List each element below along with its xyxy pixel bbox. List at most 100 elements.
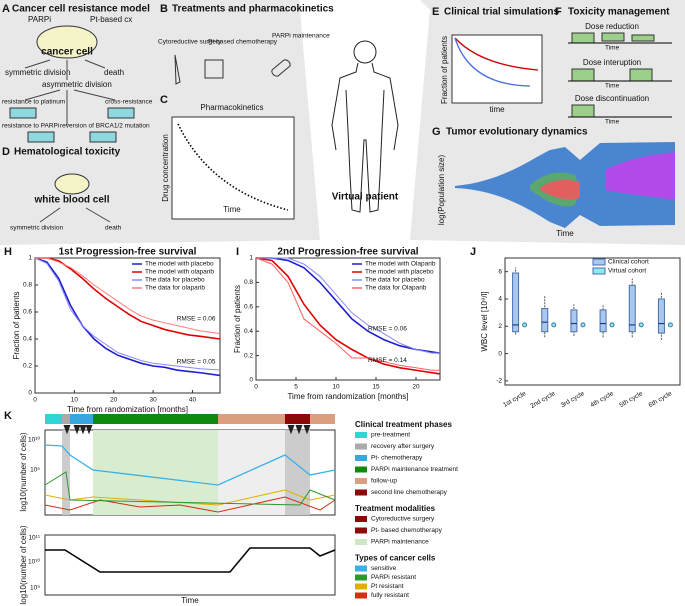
x-tick-label: 5 [294, 384, 298, 391]
x-label: time [489, 105, 505, 114]
annotation: RMSE = 0.14 [368, 357, 407, 364]
legend-item: Pt- chemotherapy [371, 455, 423, 462]
tick-label: 10¹⁰ [28, 558, 40, 566]
legend-swatch [355, 516, 367, 522]
legend-swatch [592, 258, 606, 266]
series-line [35, 257, 221, 335]
title: Hematological toxicity [14, 147, 121, 158]
title: Treatments and pharmacokinetics [172, 4, 334, 15]
wbc-icon [54, 173, 90, 195]
panel-letter: A [2, 3, 10, 15]
virtual-point [638, 322, 644, 328]
box [628, 284, 636, 333]
chart-title: 1st Progression-free survival [59, 247, 197, 258]
x-tick-label: 3rd cycle [560, 390, 586, 409]
human [331, 40, 399, 213]
y-tick-label: 0.6 [23, 309, 32, 316]
legend-label: The data for placebo [145, 277, 205, 284]
pk-plot [171, 116, 295, 220]
label: Time [605, 83, 620, 90]
y-label: log10(number of cells) [19, 525, 28, 604]
tick-label: 10¹⁰ [28, 436, 40, 444]
virtual-point [580, 322, 586, 328]
label: Pt-based chemotherapy [208, 39, 278, 46]
plot-frame [34, 257, 221, 394]
label: Cytoreductive surgery [158, 39, 222, 46]
label: Dose discontinuation [575, 94, 649, 103]
y-tick-label: 0.2 [244, 352, 253, 359]
legend-item: pre-treatment [371, 432, 410, 439]
y-tick-label: 0.8 [244, 279, 253, 286]
label: death [104, 68, 124, 77]
x-tick-label: 10 [71, 397, 79, 404]
label: white blood cell [33, 195, 109, 206]
label: symmetric division [5, 68, 70, 77]
y-label: Fraction of patients [440, 36, 449, 104]
label: death [105, 225, 122, 232]
legend-item: fully resistant [371, 592, 409, 599]
legend-item: Pt resistant [371, 583, 404, 590]
series-line [34, 257, 221, 377]
label: Dose interuption [583, 58, 641, 67]
y-tick-label: 0.4 [23, 336, 32, 343]
x-label: Time [556, 229, 574, 238]
panel-letter: K [4, 410, 12, 422]
dose-blocks [571, 32, 655, 118]
legend-swatch [355, 574, 367, 581]
arrows [39, 207, 111, 223]
title: Toxicity management [568, 7, 670, 18]
series-line [255, 257, 441, 375]
box [657, 298, 665, 334]
g-area [540, 180, 580, 200]
y-tick-label: 0.8 [23, 282, 32, 289]
label: resistance to PARPi [2, 123, 59, 130]
label: PARPi [28, 15, 51, 24]
legend-label: The data for placebo [365, 277, 425, 284]
tick-label: 10¹¹ [28, 535, 40, 542]
legend-item: PARPi resistant [371, 574, 416, 581]
tick-label: 10⁵ [30, 467, 40, 474]
label: resistance to platinum [2, 99, 65, 106]
legend-label: The data for Olaparib [365, 285, 427, 292]
y-label: log10(number of cells) [19, 432, 28, 511]
panel-letter: F [555, 6, 562, 18]
x-tick-label: 10 [332, 384, 340, 391]
virtual-point [522, 322, 528, 328]
y-tick-label: 0 [249, 377, 253, 384]
y-tick-label: 2 [498, 323, 502, 330]
label: asymmetric division [42, 80, 112, 89]
annotation: RMSE = 0.06 [368, 325, 407, 332]
legend-swatch [592, 267, 606, 275]
label: Dose reduction [585, 22, 639, 31]
legend-swatch [355, 592, 367, 599]
box [541, 308, 549, 333]
legend-label: The model with Olaparib [365, 261, 436, 268]
x-label: Time [181, 596, 199, 605]
legend-label: The data for olaparib [145, 285, 205, 292]
time-axis [568, 42, 672, 118]
legend-swatch [355, 455, 367, 461]
panel-letter: B [160, 3, 168, 15]
x-tick-label: 20 [412, 384, 420, 391]
box [570, 309, 578, 333]
x-tick-label: 15 [372, 384, 380, 391]
legend-item: recovery after surgery [371, 443, 435, 450]
legend-item: second line chemotherapy [371, 489, 448, 496]
panel-letter: I [236, 246, 239, 258]
legend-item: PARPi maintenance treatment [371, 466, 458, 473]
title: Pharmacokinetics [200, 103, 263, 112]
panel-letter: G [432, 126, 441, 138]
series-line [256, 257, 440, 354]
y-tick-label: 0.2 [23, 363, 32, 370]
label: symmetric division [10, 225, 63, 232]
annotation: RMSE = 0.06 [177, 315, 216, 322]
panel-letter: E [432, 6, 439, 18]
x-label: Time [223, 205, 241, 214]
y-tick-label: 4 [498, 296, 502, 303]
virtual-point [667, 322, 673, 328]
x-tick-label: 30 [149, 397, 157, 404]
panel-letter: J [470, 246, 476, 258]
x-tick-label: 0 [254, 384, 258, 391]
y-tick-label: 6 [498, 268, 502, 275]
label: reversion of BRCA1/2 mutation [60, 123, 150, 130]
